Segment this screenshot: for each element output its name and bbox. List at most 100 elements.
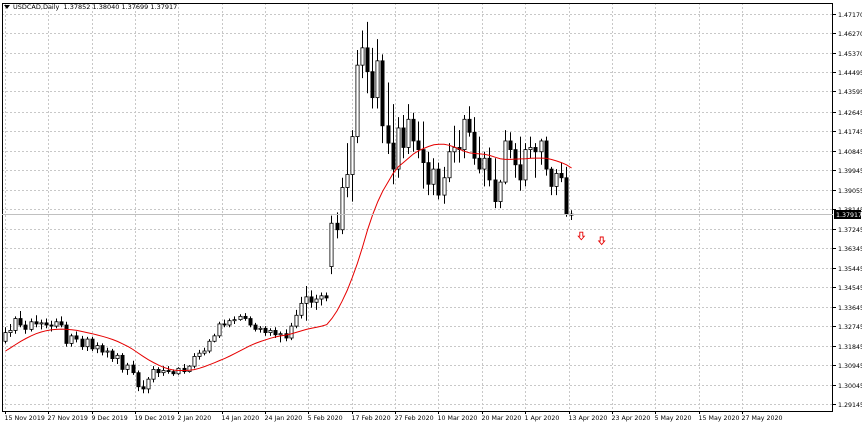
candle-bear [324,295,329,299]
candle-bull [268,330,273,334]
candle-bear [559,173,564,179]
candle-bear [467,118,472,133]
candle-bear [131,364,136,374]
candle-bear [80,338,85,348]
candle-bull [176,367,181,375]
y-tick-label: 1.41745 [838,129,862,136]
candle-bear [156,369,161,374]
candle-bear [171,371,176,375]
candle-bull [375,60,380,99]
y-tick-label: 1.45370 [838,51,862,58]
candle-bull [187,365,192,372]
y-tick-label: 1.29145 [838,402,862,409]
x-tick-label: 27 Feb 2020 [395,415,434,422]
candle-bear [544,140,549,170]
candle-bull [207,340,212,352]
candle-bull [125,364,130,370]
candle-bear [411,118,416,142]
candle-bull [192,356,197,367]
candle-bear [141,386,146,390]
candle-bear [309,296,314,303]
candle-bear [120,354,125,370]
symbol-timeframe: USDCAD,Daily [13,3,60,11]
x-tick-label: 14 Jan 2020 [222,415,260,422]
candle-bull [278,333,283,336]
candle-bear [365,47,370,73]
candle-bull [3,332,8,342]
candle-bear [284,333,289,339]
candle-bear [386,125,391,144]
y-tick-label: 1.34545 [838,285,862,292]
y-tick-label: 1.31845 [838,344,862,351]
candle-bear [100,345,105,353]
y-tick-label: 1.42645 [838,110,862,117]
candle-bear [263,327,268,334]
candle-bull [217,323,222,337]
candle-bull [523,149,528,181]
candle-bull [151,369,156,380]
dropdown-triangle-icon[interactable] [4,5,10,9]
candle-bull [345,174,350,188]
candle-bear [564,177,569,215]
candle-bear [110,350,115,359]
candle-bear [248,318,253,326]
candle-bear [44,322,49,326]
candle-bear [518,164,523,181]
candle-bear [90,338,95,350]
candle-bear [335,222,340,231]
candle-bull [498,181,503,202]
candle-bull [232,319,237,322]
candle-bear [49,324,54,327]
candle-bear [273,330,278,336]
candle-bull [227,320,232,326]
x-tick-label: 1 Apr 2020 [525,415,560,422]
candle-bear [472,131,477,159]
y-tick-label: 1.43595 [838,89,862,96]
x-tick-label: 24 Jan 2020 [265,415,303,422]
y-tick-label: 1.30945 [838,363,862,370]
y-tick-label: 1.44495 [838,70,862,77]
x-tick-label: 15 Nov 2019 [5,415,45,422]
candle-bull [528,147,533,151]
candle-bull [69,335,74,344]
candle-bear [416,140,421,151]
candle-bull [202,350,207,354]
y-tick-label: 1.32745 [838,324,862,331]
candle-bull [360,47,365,66]
candle-bull [258,327,263,330]
candle-bear [64,324,69,344]
x-tick-label: 27 May 2020 [742,415,783,422]
candle-bear [370,71,375,99]
candle-bull [539,140,544,153]
candle-bull [212,335,217,342]
candle-bear [421,149,426,164]
y-tick-label: 1.30045 [838,383,862,390]
candle-bull [289,325,294,339]
candle-bull [355,64,360,138]
candle-bear [166,370,171,372]
current-price-label: 1.37917 [836,212,862,219]
candle-bull [161,370,166,374]
candle-bull [238,315,243,321]
candle-bull [554,173,559,187]
y-tick-label: 1.39055 [838,188,862,195]
candle-bull [54,321,59,327]
y-tick-label: 1.33645 [838,305,862,312]
candle-bull [304,296,309,304]
candle-bull [482,157,487,170]
current-price-box [834,210,861,219]
candle-bear [477,157,482,170]
candle-bear [493,179,498,202]
y-tick-label: 1.35445 [838,266,862,273]
candle-bull [95,345,100,350]
candle-bull [406,118,411,148]
x-tick-label: 13 Apr 2020 [569,415,608,422]
candle-bear [533,147,538,153]
y-tick-label: 1.47170 [838,12,862,19]
candle-bear [222,323,227,326]
candle-bull [447,151,452,179]
candle-bull [314,298,319,303]
candle-bear [59,321,64,326]
